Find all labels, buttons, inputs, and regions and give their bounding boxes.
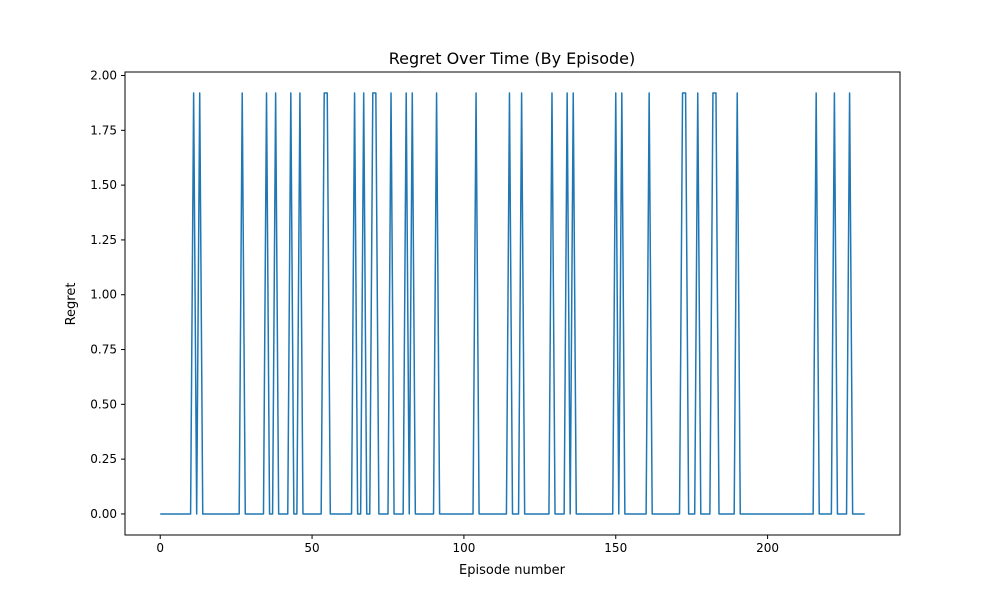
y-tick-label: 1.00 — [90, 288, 117, 302]
x-tick-label: 150 — [604, 541, 627, 555]
y-axis-label: Regret — [64, 283, 79, 326]
x-axis-label: Episode number — [459, 563, 566, 578]
x-tick-label: 0 — [156, 541, 164, 555]
y-tick-label: 0.00 — [90, 507, 117, 521]
y-tick-label: 1.25 — [90, 233, 117, 247]
plot-area — [160, 92, 865, 515]
x-tick-label: 100 — [452, 541, 475, 555]
regret-series-line — [160, 92, 865, 515]
y-tick-label: 0.50 — [90, 397, 117, 411]
y-tick-label: 1.75 — [90, 123, 117, 137]
x-tick-label: 50 — [304, 541, 319, 555]
y-tick-label: 2.00 — [90, 69, 117, 83]
x-tick-label: 200 — [756, 541, 779, 555]
y-tick-label: 0.25 — [90, 452, 117, 466]
chart-title: Regret Over Time (By Episode) — [389, 49, 636, 68]
x-axis: 0 50 100 150 200 — [156, 535, 779, 555]
y-tick-label: 0.75 — [90, 343, 117, 357]
y-tick-label: 1.50 — [90, 178, 117, 192]
axes-frame — [124, 71, 901, 536]
y-axis: 0.00 0.25 0.50 0.75 1.00 1.25 1.50 1.75 2.00 — [90, 69, 125, 521]
